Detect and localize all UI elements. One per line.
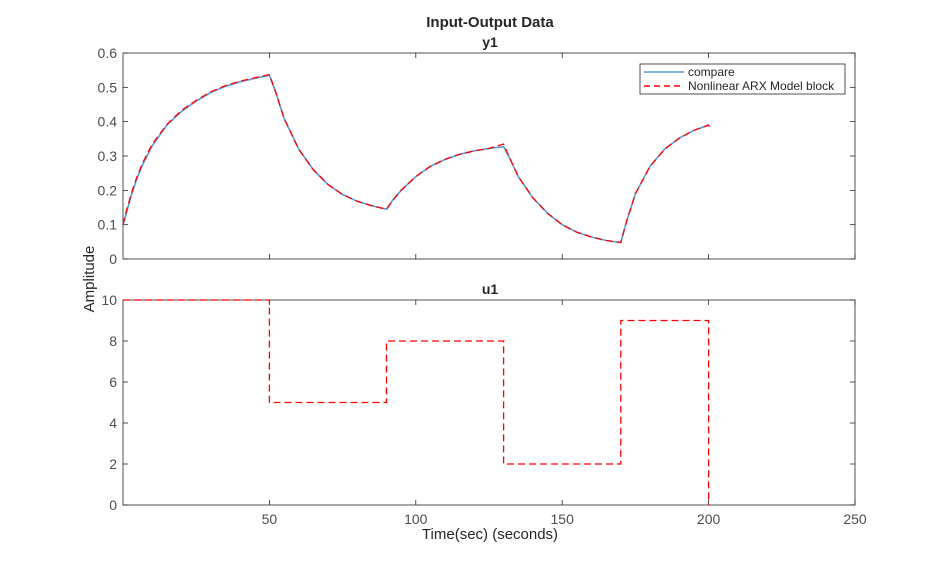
y-tick-label: 0 xyxy=(109,251,117,267)
series-group-u1 xyxy=(123,299,710,505)
subplot-title-y1: y1 xyxy=(482,34,498,50)
x-tick-label: 200 xyxy=(697,511,721,527)
y-tick-label: 0.1 xyxy=(98,217,118,233)
y-tick-label: 0.5 xyxy=(98,79,118,95)
y-tick-label: 0.6 xyxy=(98,45,118,61)
subplot-u1: u1 0 2 4 6 8 10 50 100 150 200 250 xyxy=(101,281,866,527)
x-tick-label: 50 xyxy=(262,511,278,527)
y-ticks-u1: 0 2 4 6 8 10 xyxy=(101,292,855,513)
series-line-nlarx-y1 xyxy=(122,73,713,244)
y-tick-label: 0.2 xyxy=(98,182,118,198)
y-tick-label: 0 xyxy=(109,497,117,513)
subplot-y1: y1 0 0.1 0.2 0.3 0.4 0.5 0.6 compare Nonlinear… xyxy=(98,34,856,267)
y-ticks-y1: 0 0.1 0.2 0.3 0.4 0.5 0.6 xyxy=(98,45,855,267)
subplot-title-u1: u1 xyxy=(482,281,499,297)
x-axis-label: Time(sec) (seconds) xyxy=(422,526,558,543)
series-group-y1 xyxy=(122,73,713,244)
x-tick-label: 150 xyxy=(551,511,575,527)
legend-box xyxy=(639,63,846,95)
y-tick-label: 6 xyxy=(109,374,117,390)
x-ticks-u1: 50 100 150 200 250 xyxy=(262,300,867,527)
y-axis-label: Amplitude xyxy=(81,246,98,313)
legend-label-compare: compare xyxy=(688,65,735,79)
plot-area-u1 xyxy=(122,299,856,506)
y-tick-label: 10 xyxy=(101,292,117,308)
y-tick-label: 8 xyxy=(109,333,117,349)
y-tick-label: 2 xyxy=(109,456,117,472)
legend: compare Nonlinear ARX Model block xyxy=(639,63,846,95)
y-tick-label: 0.4 xyxy=(98,114,118,130)
figure-title: Input-Output Data xyxy=(426,14,554,31)
y-tick-label: 4 xyxy=(109,415,117,431)
y-tick-label: 0.3 xyxy=(98,148,118,164)
x-tick-label: 250 xyxy=(843,511,867,527)
x-ticks-y1 xyxy=(268,53,856,259)
x-tick-label: 100 xyxy=(404,511,428,527)
legend-label-nlarx: Nonlinear ARX Model block xyxy=(688,79,835,93)
series-line-nlarx-u1 xyxy=(123,299,710,505)
